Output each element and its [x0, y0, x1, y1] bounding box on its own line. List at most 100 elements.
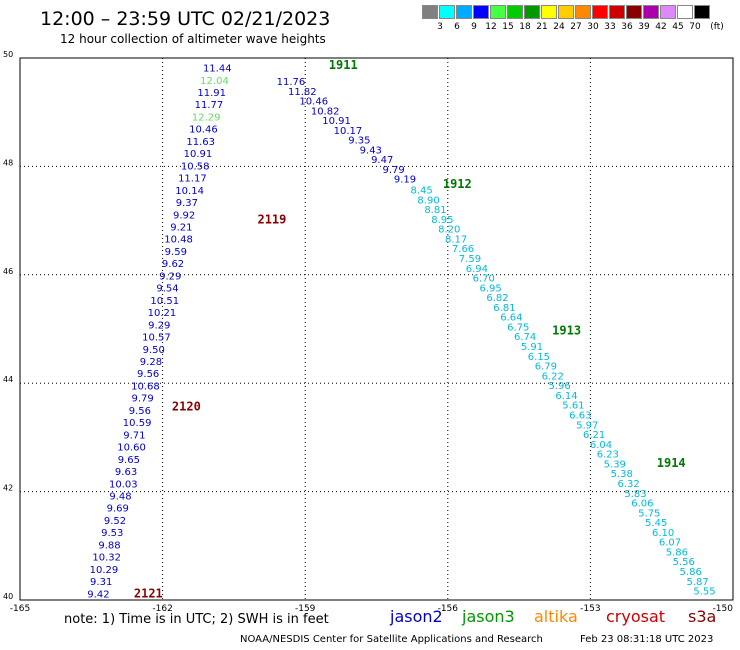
wave-height-label: 10.14 — [175, 186, 204, 197]
legend-swatch — [524, 5, 540, 19]
wave-height-label: 9.92 — [173, 210, 195, 221]
wave-height-label: 5.83 — [624, 489, 646, 500]
lon-tick-label: -150 — [713, 604, 734, 614]
legend-label: 18 — [519, 22, 531, 32]
legend-label: 24 — [553, 22, 565, 32]
wave-height-label: 10.68 — [131, 381, 160, 392]
satellite-label-s3a: s3a — [688, 607, 717, 626]
generated-timestamp: Feb 23 08:31:18 UTC 2023 — [580, 634, 714, 645]
wave-height-label: 5.91 — [521, 342, 543, 353]
wave-height-label: 11.76 — [277, 77, 306, 88]
wave-height-label: 9.62 — [162, 259, 184, 270]
pass-time-label: 2119 — [257, 212, 286, 226]
satellite-label-altika: altika — [534, 607, 578, 626]
wave-height-label: 5.86 — [666, 547, 688, 558]
wave-height-label: 5.38 — [611, 469, 633, 480]
wave-height-label: 9.42 — [87, 589, 109, 600]
wave-height-label: 11.91 — [197, 88, 226, 99]
wave-height-label: 12.04 — [200, 76, 229, 87]
wave-height-label: 10.46 — [299, 97, 328, 108]
satellite-label-jason3: jason3 — [462, 607, 515, 626]
footer-note: note: 1) Time is in UTC; 2) SWH is in fe… — [64, 612, 329, 627]
legend-label: 45 — [672, 22, 684, 32]
lat-tick-label: 50 — [3, 50, 13, 59]
wave-height-label: 9.29 — [159, 271, 181, 282]
wave-height-label: 9.37 — [176, 198, 198, 209]
lon-tick-label: -159 — [295, 604, 316, 614]
wave-height-label: 9.21 — [170, 222, 192, 233]
wave-height-label: 9.63 — [115, 467, 137, 478]
wave-height-label: 9.35 — [348, 136, 370, 147]
wave-height-label: 9.53 — [101, 528, 123, 539]
wave-height-label: 9.71 — [123, 430, 145, 441]
wave-height-label: 5.56 — [673, 557, 695, 568]
legend-swatch — [575, 5, 591, 19]
wave-height-label: 6.64 — [500, 313, 522, 324]
satellite-label-cryosat: cryosat — [606, 607, 666, 626]
wave-height-label: 10.82 — [311, 106, 340, 117]
wave-height-label: 11.77 — [195, 100, 224, 111]
wave-height-label: 7.59 — [459, 254, 481, 265]
lon-tick-label: -165 — [10, 604, 30, 614]
wave-height-label: 6.70 — [473, 274, 495, 285]
wave-height-label: 9.65 — [118, 455, 140, 466]
wave-height-label: 12.29 — [192, 112, 221, 123]
wave-height-label: 9.43 — [360, 145, 382, 156]
legend-label: 30 — [587, 22, 599, 32]
wave-height-label: 7.66 — [452, 244, 474, 255]
wave-height-label: 8.95 — [431, 215, 453, 226]
legend-label: 9 — [471, 22, 477, 32]
pass-time-label: 1911 — [329, 58, 358, 72]
legend-label: 36 — [621, 22, 633, 32]
legend-label: 21 — [536, 22, 548, 32]
wave-height-label: 9.19 — [394, 175, 416, 186]
lon-tick-label: -153 — [580, 604, 600, 614]
wave-height-label: 8.17 — [445, 234, 467, 245]
wave-height-label: 10.48 — [164, 235, 193, 246]
legend-label: 27 — [570, 22, 582, 32]
wave-height-label: 8.90 — [417, 195, 439, 206]
legend-label: 39 — [638, 22, 650, 32]
wave-height-label: 9.28 — [140, 357, 162, 368]
wave-height-label: 6.06 — [631, 499, 653, 510]
wave-height-label: 10.29 — [90, 565, 119, 576]
credit-line: NOAA/NESDIS Center for Satellite Applica… — [240, 634, 543, 645]
chart-subtitle: 12 hour collection of altimeter wave hei… — [60, 32, 326, 46]
wave-height-label: 10.51 — [150, 296, 179, 307]
legend-unit: (ft) — [710, 22, 724, 32]
wave-height-label: 9.29 — [148, 320, 170, 331]
wave-height-label: 6.21 — [583, 430, 605, 441]
lat-tick-label: 48 — [3, 158, 13, 167]
lon-tick-label: -156 — [438, 604, 459, 614]
pass-time-label: 1914 — [657, 456, 686, 470]
wave-height-label: 6.82 — [486, 293, 508, 304]
wave-height-label: 9.31 — [90, 577, 112, 588]
satellite-label-jason2: jason2 — [390, 607, 443, 626]
wave-height-label: 9.79 — [382, 165, 404, 176]
legend-label: 42 — [655, 22, 667, 32]
wave-height-label: 6.95 — [480, 283, 502, 294]
wave-height-label: 6.32 — [617, 479, 639, 490]
wave-height-label: 8.20 — [438, 225, 460, 236]
wave-height-label: 9.59 — [165, 247, 187, 258]
legend-swatch — [609, 5, 625, 19]
wave-height-label: 10.59 — [123, 418, 152, 429]
wave-height-label: 6.04 — [590, 440, 612, 451]
wave-height-label: 8.81 — [424, 205, 446, 216]
wave-height-label: 6.07 — [659, 538, 681, 549]
map-frame — [19, 57, 734, 601]
wave-height-label: 6.23 — [597, 450, 619, 461]
wave-height-label: 10.60 — [117, 443, 146, 454]
chart-title: 12:00 – 23:59 UTC 02/21/2023 — [40, 8, 331, 30]
wave-height-label: 5.55 — [693, 587, 715, 598]
wave-height-label: 10.91 — [184, 149, 213, 160]
wave-height-label: 9.56 — [129, 406, 151, 417]
legend-swatch — [558, 5, 574, 19]
wave-height-label: 6.15 — [528, 352, 550, 363]
wave-height-label: 5.75 — [638, 508, 660, 519]
wave-height-label: 9.47 — [371, 155, 393, 166]
legend-swatch — [643, 5, 659, 19]
legend-label: 6 — [454, 22, 460, 32]
legend-swatch — [490, 5, 506, 19]
wave-height-label: 11.17 — [178, 174, 207, 185]
